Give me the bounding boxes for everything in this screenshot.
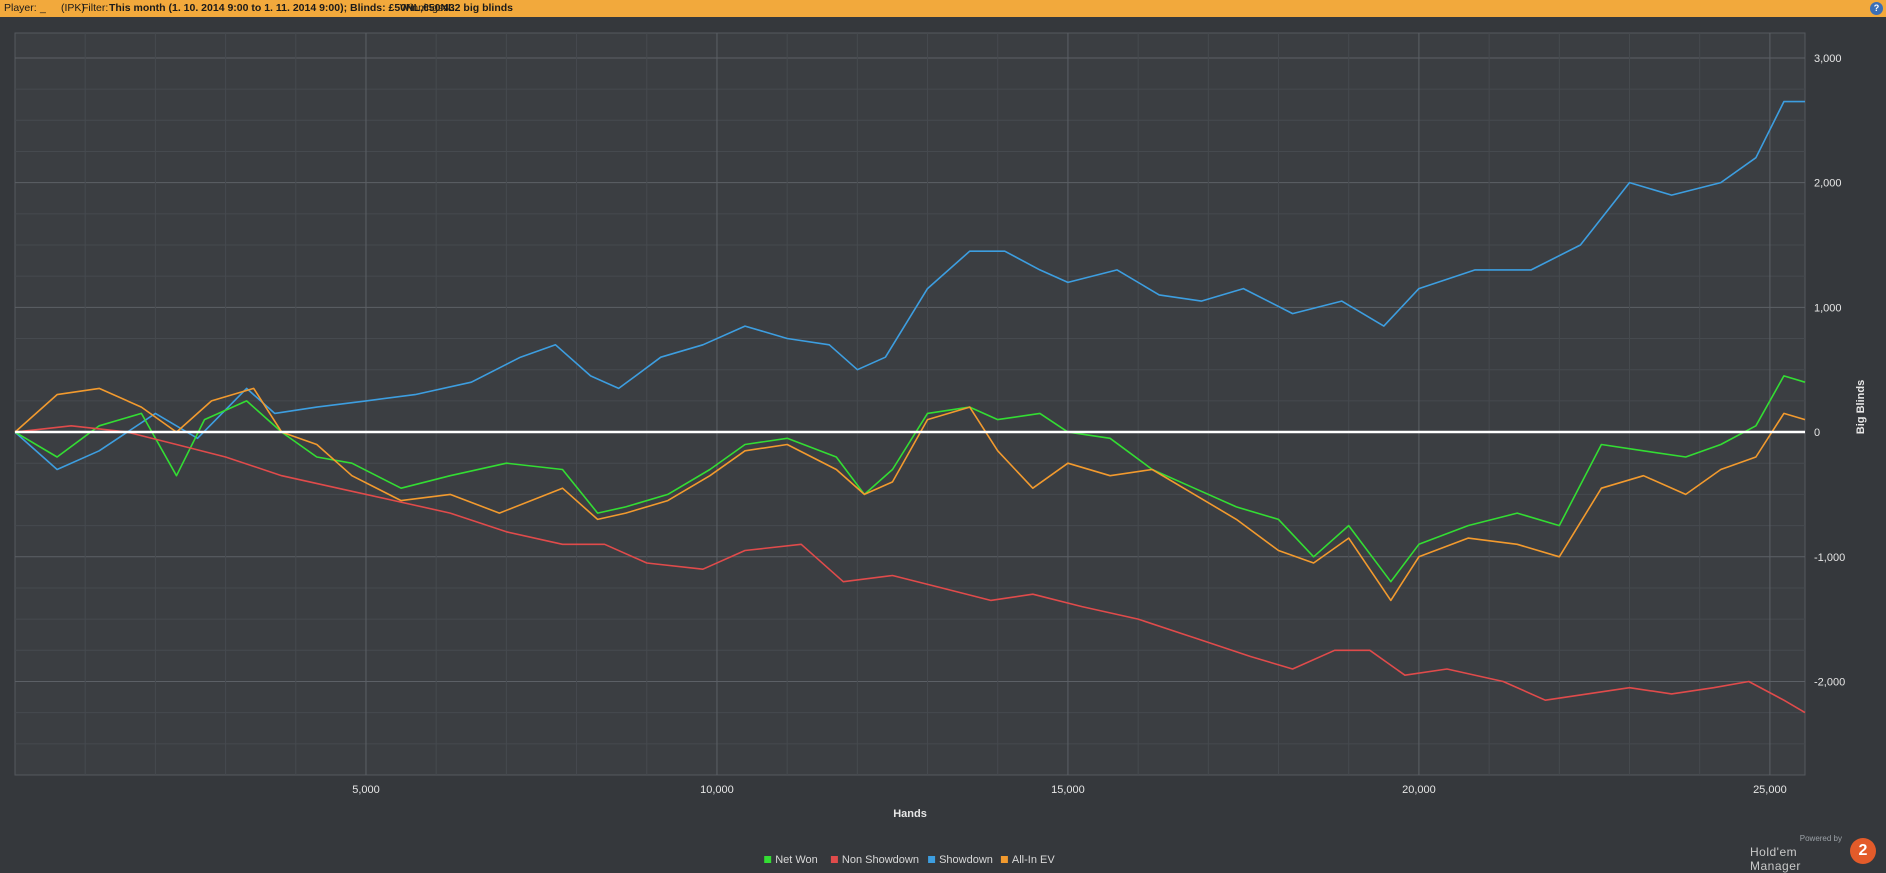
powered-by-text: Powered by <box>1799 834 1842 843</box>
series-line-net-won <box>14 375 1806 583</box>
x-tick-label: 15,000 <box>1051 784 1085 796</box>
legend-label-showdown[interactable]: Showdown <box>939 854 993 866</box>
hem2-logo: Powered by Hold'em Manager 2 <box>1750 834 1880 873</box>
site-tag: (IPK) <box>61 2 85 14</box>
y-tick-label: -1,000 <box>1814 552 1845 564</box>
series-line-non-showdown <box>14 424 1806 714</box>
plot-area <box>14 32 1806 776</box>
legend-swatch-non-showdown <box>830 856 838 863</box>
legend: Net Won Non Showdown Showdown All-In EV <box>764 854 1055 866</box>
filter-value[interactable]: This month (1. 10. 2014 9:00 to 1. 11. 2… <box>109 2 455 14</box>
legend-swatch-net-won <box>764 856 772 863</box>
player-name[interactable]: _ <box>40 2 46 14</box>
filter-header-bar: Player: _ (IPK) Filter: This month (1. 1… <box>0 0 1886 17</box>
y-tick-label: 3,000 <box>1814 53 1842 65</box>
legend-label-all-in-ev[interactable]: All-In EV <box>1012 854 1055 866</box>
logo-name: Hold'em Manager <box>1750 845 1801 873</box>
x-tick-label: 10,000 <box>700 784 734 796</box>
x-tick-label: 5,000 <box>352 784 380 796</box>
y-tick-label: -2,000 <box>1814 676 1845 688</box>
x-axis-ticks: 5,000 10,000 15,000 20,000 25,000 <box>352 784 1787 796</box>
help-icon[interactable]: ? <box>1870 2 1883 15</box>
series-line-all-in-ev <box>14 387 1806 602</box>
filter-label: Filter: <box>82 2 109 14</box>
x-tick-label: 25,000 <box>1753 784 1787 796</box>
legend-swatch-all-in-ev <box>1000 856 1008 863</box>
y-tick-label: 2,000 <box>1814 178 1842 190</box>
winnings-value: 432 big blinds <box>443 2 514 14</box>
series-line-showdown <box>14 100 1805 471</box>
legend-label-net-won[interactable]: Net Won <box>775 854 818 866</box>
y-axis-label: Big Blinds <box>1855 380 1867 434</box>
player-label: Player: <box>4 2 37 14</box>
y-tick-label: 1,000 <box>1814 302 1842 314</box>
series-layer <box>14 100 1806 714</box>
graph-chart: 5,000 10,000 15,000 20,000 25,000 3,000 2,000… <box>14 32 1867 866</box>
winnings-label: Winnings: <box>400 2 447 14</box>
x-axis-label: Hands <box>893 808 927 820</box>
legend-label-non-showdown[interactable]: Non Showdown <box>842 854 919 866</box>
legend-swatch-showdown <box>928 856 936 863</box>
x-tick-label: 20,000 <box>1402 784 1436 796</box>
y-tick-label: 0 <box>1814 427 1820 439</box>
y-axis-ticks: 3,000 2,000 1,000 0 -1,000 -2,000 <box>1814 53 1845 689</box>
hem2-badge-icon: 2 <box>1850 838 1876 864</box>
